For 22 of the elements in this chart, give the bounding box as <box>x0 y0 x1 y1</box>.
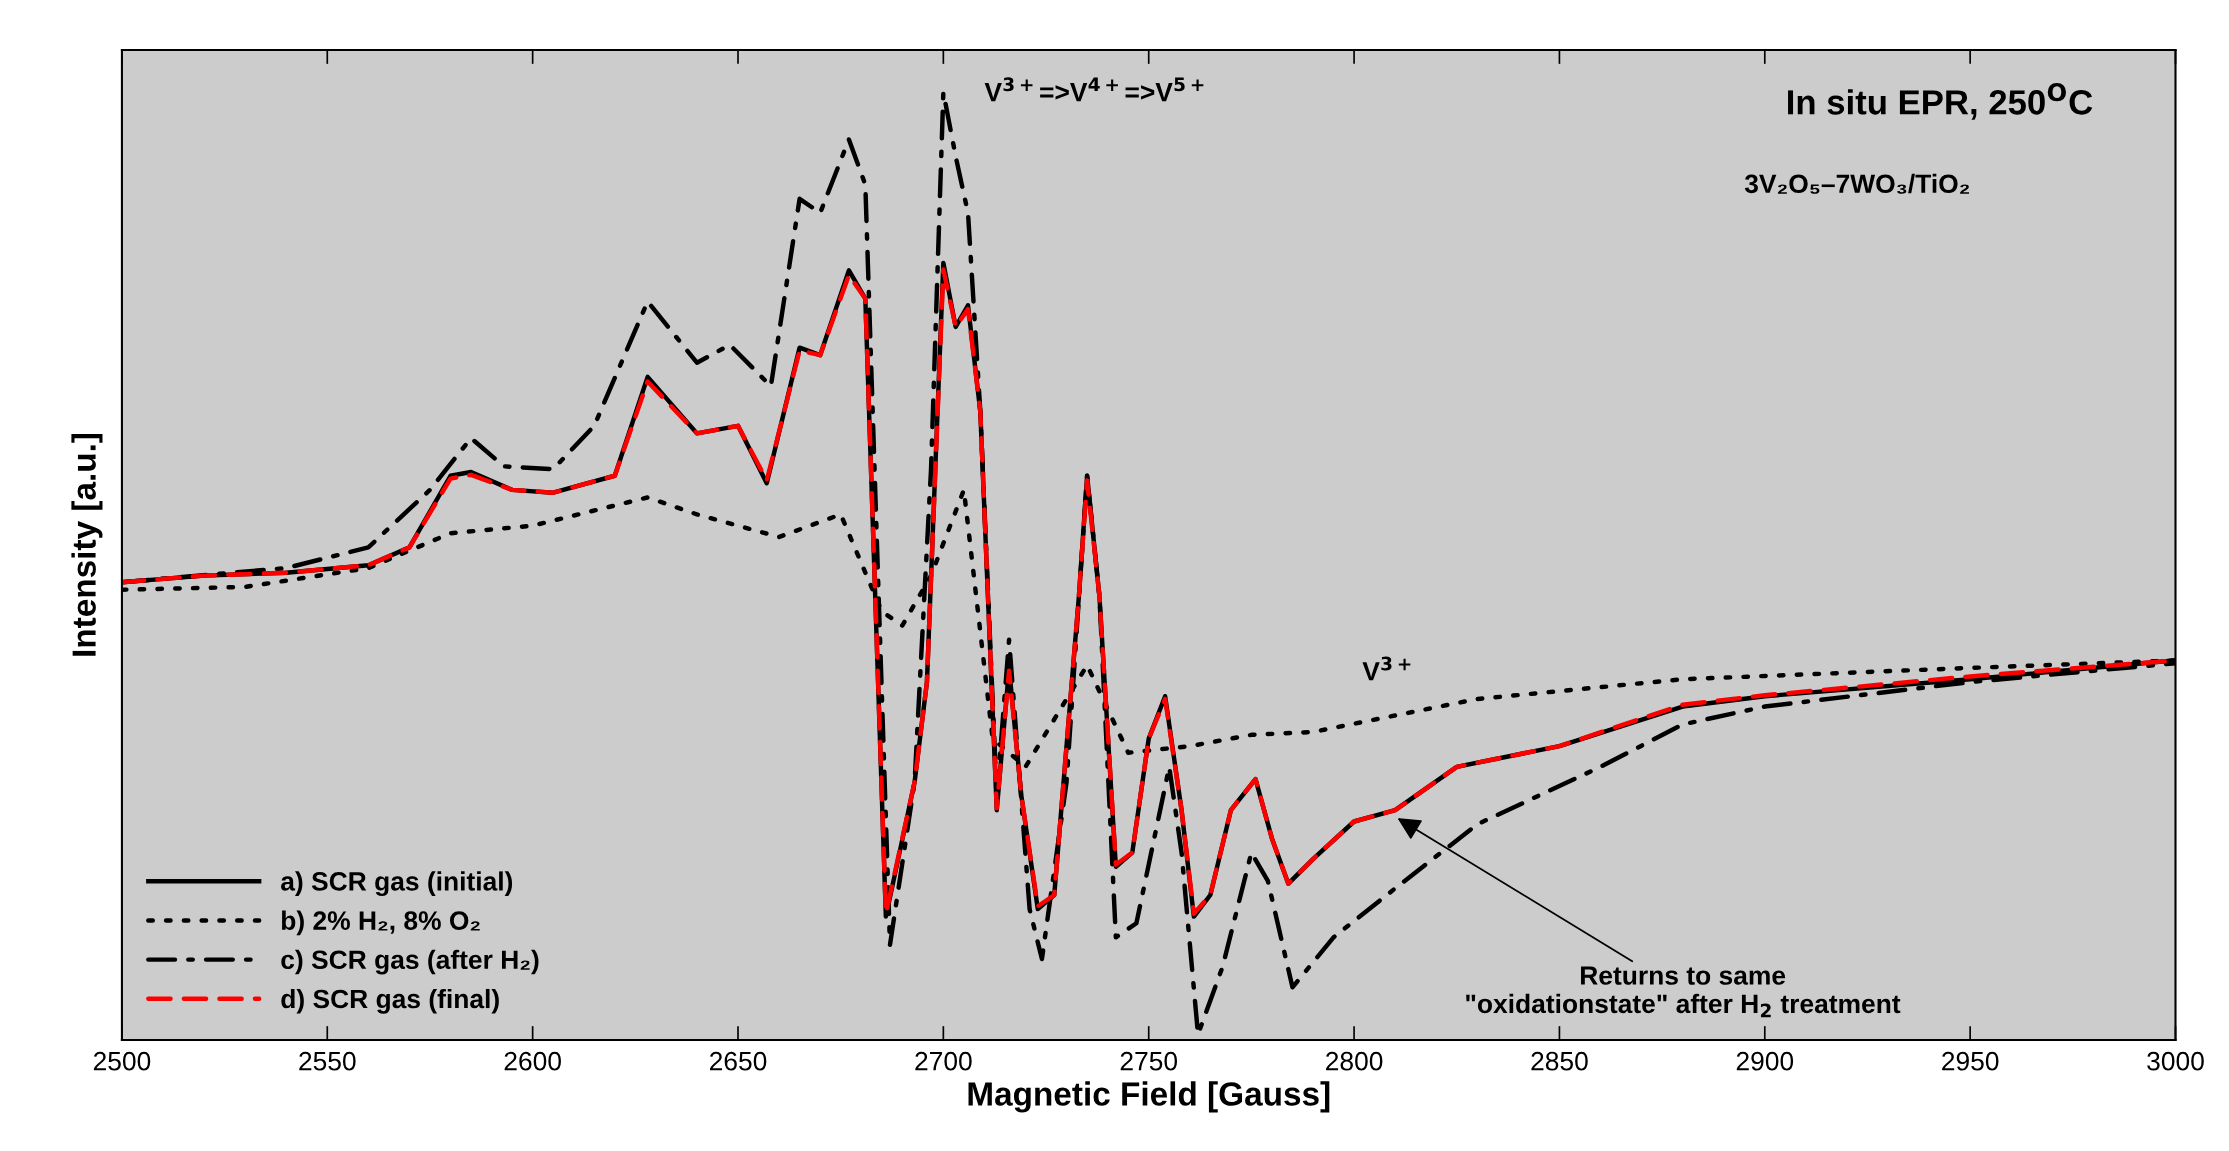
text: 3V₂O₅–7WO₃/TiO₂ <box>1744 173 1970 194</box>
y-axis-title: Intensity [a.u.] <box>71 433 103 656</box>
x-tick-label: 2850 <box>1531 1051 1588 1071</box>
x-tick-label: 2900 <box>1736 1051 1794 1071</box>
legend-label: a) SCR gas (initial) <box>281 871 513 897</box>
annotation: V$^{3+}$ <box>1362 656 1411 681</box>
x-tick-label: 2600 <box>504 1051 561 1071</box>
x-axis-title: Magnetic Field [Gauss] <box>968 1081 1330 1113</box>
x-tick-label: 2750 <box>1120 1051 1178 1071</box>
x-tick-label: 2700 <box>915 1051 972 1071</box>
x-tick-label: 2500 <box>93 1051 151 1071</box>
x-tick-label: 3000 <box>2147 1051 2204 1071</box>
chart-title: In situ EPR, 250$^{O}$C <box>1788 82 2093 120</box>
legend-label: d) SCR gas (final) <box>281 988 499 1014</box>
annotation: Returns to same "oxidationstate" after H$_{2}$ treatment <box>1466 966 1901 1018</box>
x-tick-label: 2650 <box>709 1051 767 1071</box>
annotation: V$^{3+}$=>V$^{4+}$=>V$^{5+}$ <box>984 77 1204 102</box>
x-tick-label: 2800 <box>1326 1051 1383 1071</box>
legend-label: c) SCR gas (after H₂) <box>281 949 539 975</box>
x-tick-label: 2550 <box>299 1051 356 1071</box>
x-tick-label: 2950 <box>1942 1051 1999 1071</box>
legend-label: b) 2% H₂, 8% O₂ <box>282 910 480 936</box>
